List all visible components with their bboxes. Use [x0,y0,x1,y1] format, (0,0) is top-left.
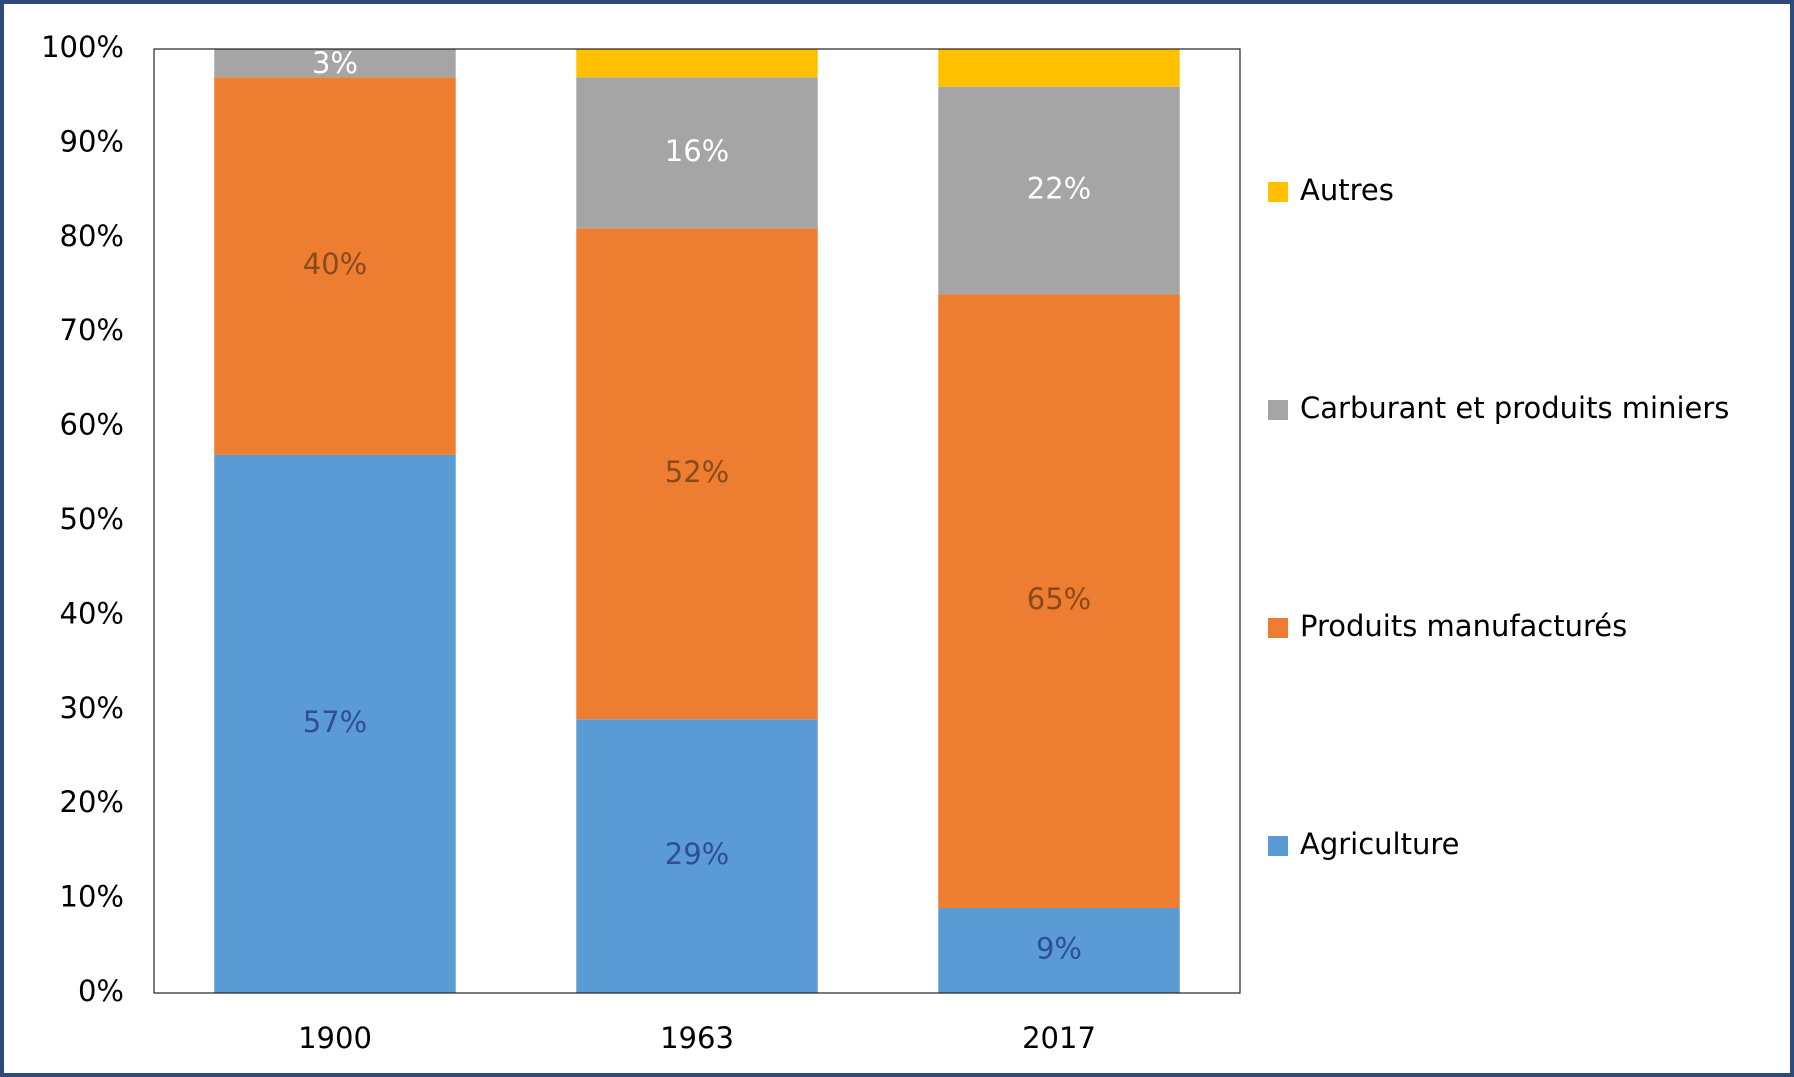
x-tick-label: 1963 [660,1021,734,1055]
legend-swatch [1268,618,1288,638]
bar-segment [576,719,818,993]
bar-segment [576,49,818,78]
data-label: 40% [303,247,367,281]
bar-segment [214,454,456,993]
bar-segment [214,77,456,455]
y-tick-label: 70% [60,313,124,347]
data-label: 65% [1027,582,1091,616]
bar-segment [576,77,818,229]
data-label: 52% [665,455,729,489]
x-tick-label: 1900 [298,1021,372,1055]
bar-segment [938,49,1180,87]
data-label: 3% [312,46,358,80]
y-tick-label: 80% [60,219,124,253]
y-tick-label: 10% [60,880,124,914]
plot-frame [153,48,1241,994]
legend-swatch [1268,400,1288,420]
bar-segment [576,228,818,720]
y-tick-label: 20% [60,785,124,819]
bar-segment [938,86,1180,295]
y-tick-label: 30% [60,691,124,725]
data-label: 29% [665,837,729,871]
y-tick-label: 90% [60,124,124,158]
x-tick-label: 2017 [1022,1021,1096,1055]
y-tick-label: 50% [60,502,124,536]
bar-segment [938,908,1180,993]
legend-swatch [1268,836,1288,856]
legend-swatch [1268,182,1288,202]
data-label: 9% [1036,932,1082,966]
y-tick-label: 100% [41,30,124,64]
y-tick-label: 0% [78,974,124,1008]
legend-label: Autres [1300,173,1394,207]
data-label: 22% [1027,172,1091,206]
legend-label: Carburant et produits miniers [1300,391,1729,425]
y-tick-label: 40% [60,596,124,630]
data-label: 57% [303,705,367,739]
y-tick-label: 60% [60,408,124,442]
legend-label: Produits manufacturés [1300,609,1627,643]
data-label: 16% [665,134,729,168]
bar-segment [938,294,1180,909]
bar-segment [214,49,456,78]
legend-label: Agriculture [1300,827,1460,861]
